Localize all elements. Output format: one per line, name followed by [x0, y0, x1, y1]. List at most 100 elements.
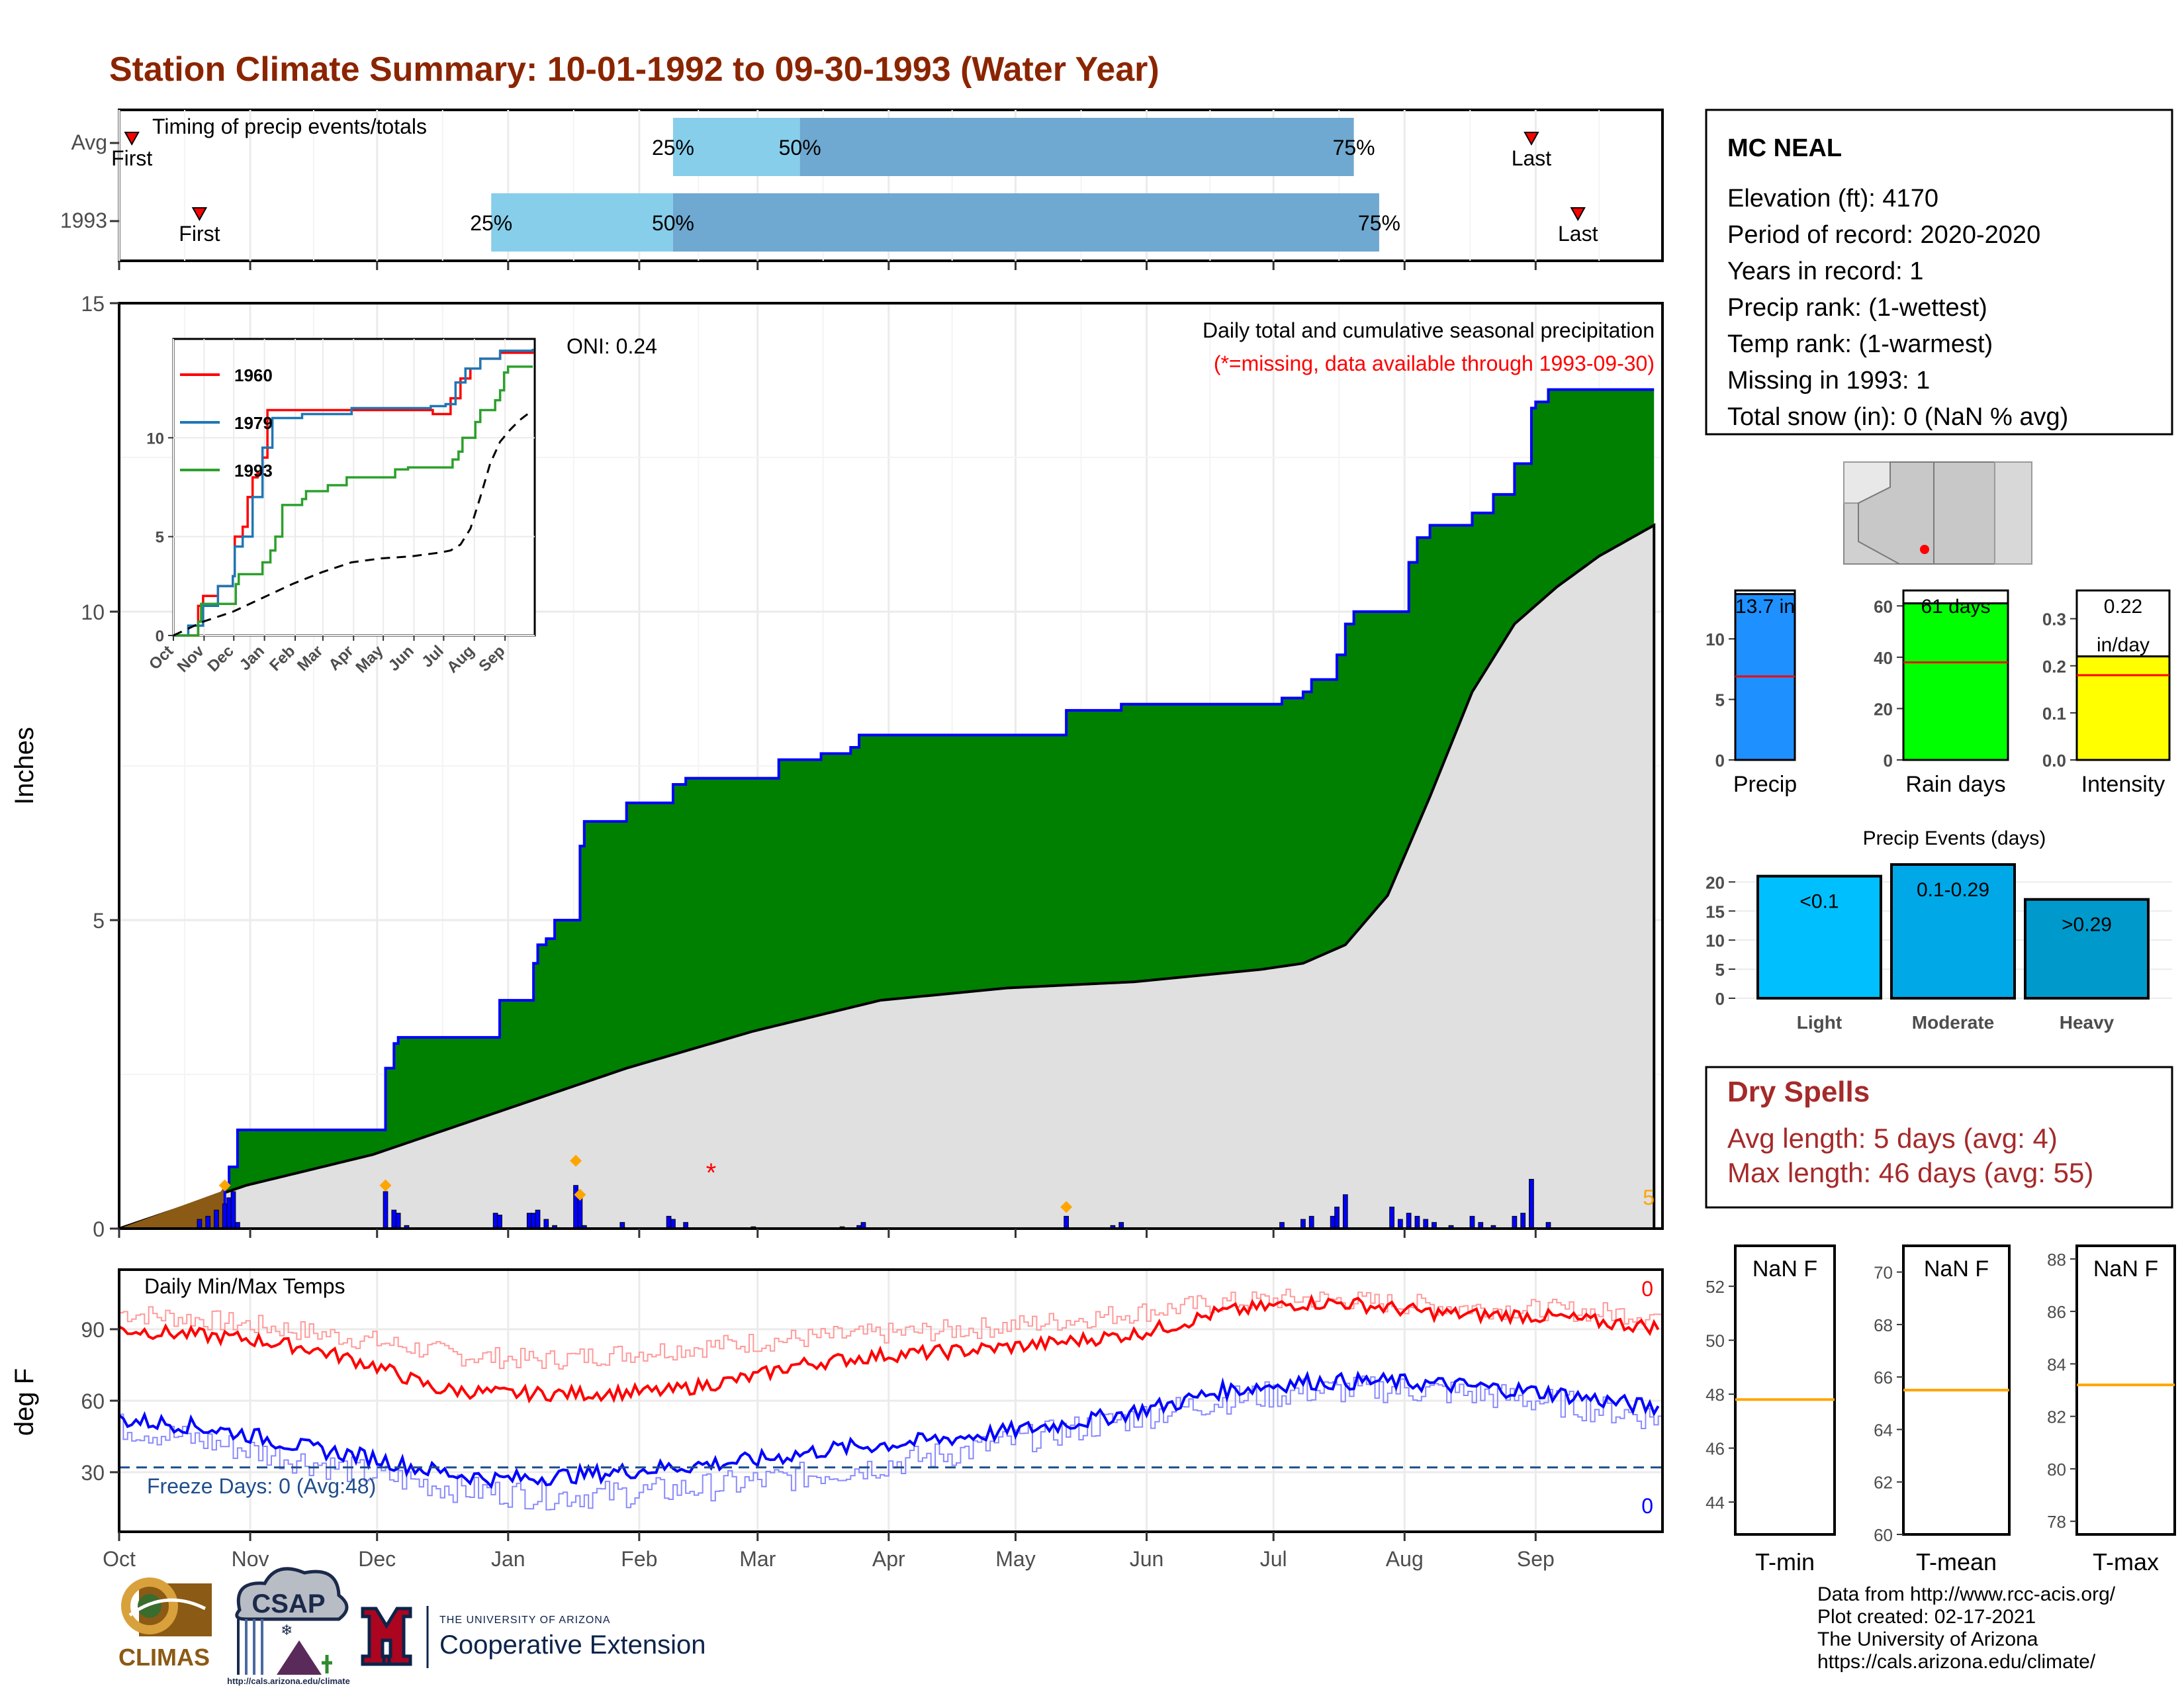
tmean-y-tick-label: 78	[2047, 1512, 2066, 1532]
month-label: Jun	[1130, 1547, 1164, 1571]
inset-legend-label: 1993	[234, 461, 273, 481]
daily-precip-bar	[1064, 1215, 1069, 1229]
station-name: MC NEAL	[1727, 134, 1842, 162]
inset-y-tick-label: 10	[146, 430, 164, 447]
below-average-area	[119, 1185, 225, 1229]
daily-precip-bar	[1334, 1206, 1340, 1229]
snow-marker	[218, 1179, 231, 1192]
main-frame	[118, 302, 1664, 1230]
total-frame	[1902, 589, 2009, 604]
timing-bar-q25-q50	[491, 193, 673, 252]
month-label: Jan	[491, 1547, 525, 1571]
month-label: Feb	[621, 1547, 657, 1571]
timing-bars: 25% 50% 75% First Last 25% 50% 75% First Last	[111, 118, 1598, 252]
month-axis: Oct Nov Dec Jan Feb Mar Apr May Jun Jul Aug Sep	[103, 261, 1555, 1571]
footer-credit-line: Plot created: 02-17-2021	[1817, 1606, 2036, 1628]
tmean-frame	[2075, 1244, 2176, 1536]
page-title: Station Climate Summary: 10-01-1992 to 0…	[109, 50, 1160, 89]
timing-panel: 25% 50% 75% First Last 25% 50% 75% First Last Tim…	[60, 109, 1664, 262]
timing-bar-q25-q50	[672, 118, 800, 176]
dry-spells-avg: Avg length: 5 days (avg: 4)	[1727, 1123, 2058, 1154]
daily-precip-bar	[497, 1214, 502, 1229]
tmean-panel-name: T-max	[2093, 1548, 2159, 1575]
ua-big-text: Cooperative Extension	[439, 1630, 705, 1660]
season-totals-charts: 0 5 10 13.7 in Precip 0 20 40 60 61 days Rain days…	[1706, 589, 2171, 797]
temp-y-axis: 30 60 90	[81, 1318, 119, 1485]
daily-precip-bar	[205, 1215, 211, 1229]
daily-precip-bar	[1398, 1219, 1403, 1229]
daily-precip-bar	[383, 1191, 388, 1229]
min-count: 0	[1641, 1494, 1653, 1518]
events-title: Precip Events (days)	[1863, 827, 2046, 849]
events-y-tick-label: 20	[1706, 872, 1725, 892]
temp-chart-title: Daily Min/Max Temps	[144, 1274, 345, 1298]
cumulative-line-1993	[119, 388, 1655, 1230]
tmean-value-label: NaN F	[1924, 1256, 1989, 1282]
temp-y-tick-label: 90	[81, 1318, 105, 1342]
inset-legend-label: 1979	[234, 413, 273, 433]
event-bar	[1890, 863, 2016, 1000]
csap-mountain-icon	[277, 1640, 322, 1675]
inset-series-line	[173, 365, 533, 637]
timing-row-label: Avg	[71, 130, 107, 154]
ua-logo: THE UNIVERSITY OF ARIZONA Cooperative Ex…	[361, 1606, 705, 1668]
tmean-y-tick-label: 52	[1706, 1277, 1725, 1297]
month-label: Dec	[358, 1547, 396, 1571]
precip-events-chart: Precip Events (days) 0 5 10 15 20 <0.1 Light 0.…	[1706, 827, 2172, 1033]
daily-precip-bar	[1389, 1206, 1394, 1229]
daily-precip-bar	[1529, 1178, 1534, 1229]
inset-y-tick-label: 5	[156, 529, 164, 547]
station-lines: Elevation (ft): 4170 Period of record: 20…	[1727, 185, 2068, 431]
footer-credit-line: The University of Arizona	[1817, 1628, 2038, 1650]
timing-label-q25: 25%	[652, 136, 694, 160]
dry-spells-box: Dry Spells Avg length: 5 days (avg: 4) M…	[1705, 1066, 2173, 1209]
timing-last-marker	[1570, 207, 1586, 222]
timing-row-label: 1993	[60, 209, 107, 232]
month-label: Nov	[232, 1547, 269, 1571]
cumulative-area-average	[118, 523, 1656, 1230]
main-chart-title: Daily total and cumulative seasonal prec…	[1203, 318, 1655, 342]
daily-precip-bar	[543, 1219, 549, 1229]
daily-precip-bar	[670, 1219, 676, 1229]
main-y-tick-label: 0	[93, 1217, 105, 1241]
timing-last-label: Last	[1512, 146, 1552, 170]
tmean-panel-name: T-min	[1755, 1548, 1815, 1575]
timing-first-label: First	[111, 146, 152, 170]
missing-marker: *	[706, 1158, 717, 1188]
temp-lines	[118, 1288, 1662, 1511]
tmean-y-tick-label: 88	[2047, 1250, 2066, 1270]
station-info-box: MC NEAL Elevation (ft): 4170 Period of re…	[1705, 109, 2173, 436]
daily-precip-bar	[1520, 1213, 1526, 1229]
tmean-value-label: NaN F	[1752, 1256, 1817, 1282]
total-y-tick-label: 0	[1715, 751, 1725, 771]
tmean-panel-name: T-mean	[1916, 1548, 1997, 1575]
dry-spells-title: Dry Spells	[1727, 1076, 1870, 1108]
total-panel-name: Rain days	[1905, 772, 2005, 797]
daily-precip-bar	[197, 1219, 203, 1229]
csap-snowflake-icon: ❄	[281, 1622, 293, 1638]
temp-y-tick-label: 30	[81, 1461, 105, 1485]
main-corner-value: 5	[1643, 1186, 1655, 1209]
temp-y-tick-label: 60	[81, 1389, 105, 1413]
daily-precip-bar	[1342, 1194, 1348, 1229]
month-label: Aug	[1386, 1547, 1424, 1571]
station-info-line: Missing in 1993: 1	[1727, 367, 1930, 395]
event-bar-label: 0.1-0.29	[1917, 879, 1989, 901]
footer-credits: Data from http://www.rcc-acis.org/Plot c…	[1817, 1583, 2116, 1673]
footer-logos: CLIMAS CSAP ❄ http://cals.arizona.edu/cl…	[118, 1567, 705, 1686]
tmean-y-tick-label: 82	[2047, 1407, 2066, 1427]
dry-spells-frame	[1705, 1066, 2173, 1209]
station-info-line: Elevation (ft): 4170	[1727, 185, 1938, 212]
daily-precip-bar	[214, 1209, 219, 1229]
total-frame	[1734, 589, 1796, 595]
inset-y-tick-label: 0	[156, 628, 164, 645]
climas-logo: CLIMAS	[118, 1577, 212, 1671]
inset-legend: 1960 1979 1993	[180, 365, 273, 481]
timing-bar-q50-q75	[672, 193, 1379, 252]
station-frame	[1705, 109, 2173, 436]
timing-bar-q50-q75	[799, 118, 1354, 176]
station-info-line: Period of record: 2020-2020	[1727, 221, 2040, 249]
station-info-line: Years in record: 1	[1727, 258, 1923, 285]
month-label: Sep	[1517, 1547, 1555, 1571]
